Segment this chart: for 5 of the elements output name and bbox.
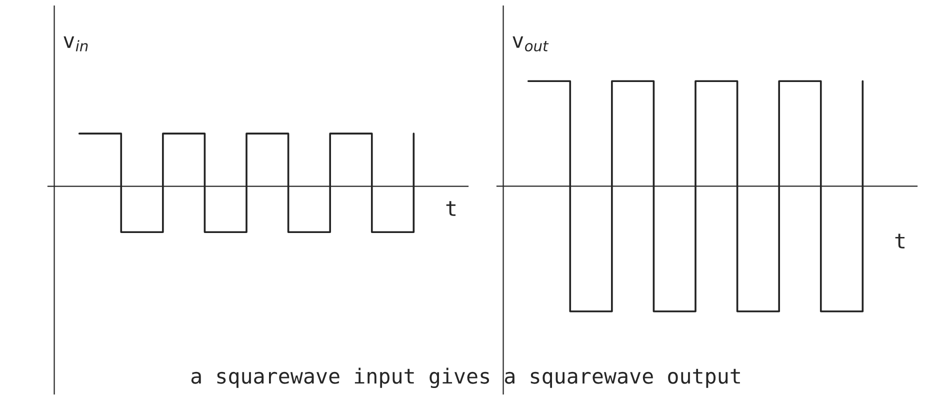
text: a squarewave input gives a squarewave output <box>191 368 740 388</box>
y-axis-title: v$_{in}$ <box>64 36 88 52</box>
x-axis-title: t <box>446 201 456 216</box>
x-axis-title: t <box>895 234 905 248</box>
y-axis-title: v$_{out}$ <box>512 36 549 52</box>
